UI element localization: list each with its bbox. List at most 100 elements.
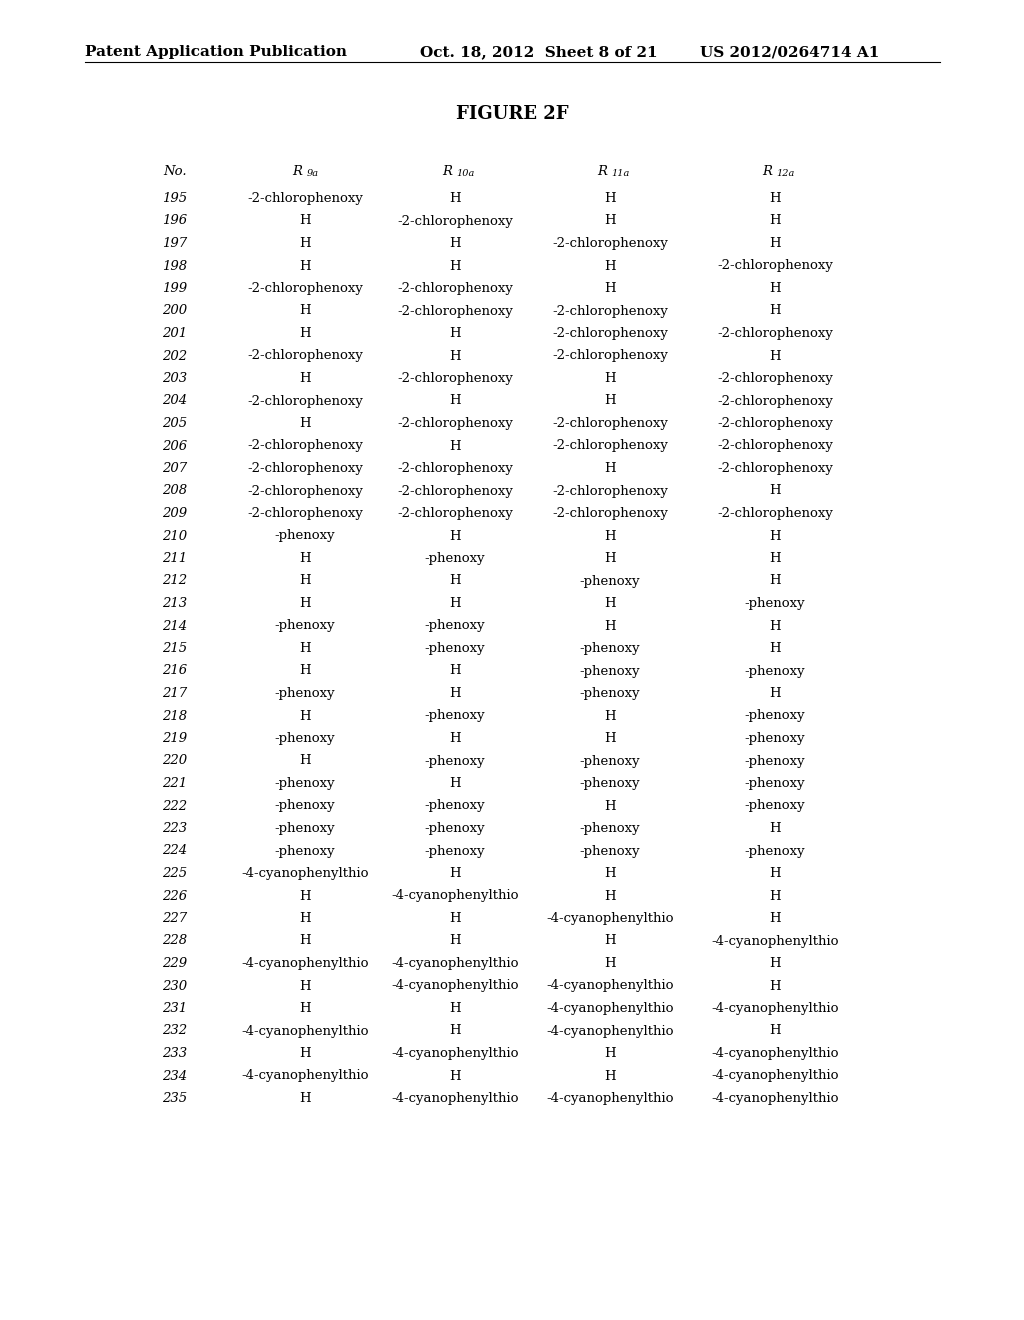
Text: -4-cyanophenylthio: -4-cyanophenylthio xyxy=(242,1069,369,1082)
Text: 10a: 10a xyxy=(456,169,474,178)
Text: -phenoxy: -phenoxy xyxy=(744,845,805,858)
Text: H: H xyxy=(769,484,781,498)
Text: -phenoxy: -phenoxy xyxy=(425,845,485,858)
Text: US 2012/0264714 A1: US 2012/0264714 A1 xyxy=(700,45,880,59)
Text: 228: 228 xyxy=(163,935,187,948)
Text: -4-cyanophenylthio: -4-cyanophenylthio xyxy=(546,1024,674,1038)
Text: -2-chlorophenoxy: -2-chlorophenoxy xyxy=(247,282,362,294)
Text: 215: 215 xyxy=(163,642,187,655)
Text: H: H xyxy=(299,372,311,385)
Text: H: H xyxy=(769,642,781,655)
Text: -2-chlorophenoxy: -2-chlorophenoxy xyxy=(552,327,668,341)
Text: -2-chlorophenoxy: -2-chlorophenoxy xyxy=(397,214,513,227)
Text: -2-chlorophenoxy: -2-chlorophenoxy xyxy=(397,282,513,294)
Text: H: H xyxy=(299,305,311,318)
Text: FIGURE 2F: FIGURE 2F xyxy=(456,106,568,123)
Text: -2-chlorophenoxy: -2-chlorophenoxy xyxy=(717,440,833,453)
Text: -2-chlorophenoxy: -2-chlorophenoxy xyxy=(247,462,362,475)
Text: H: H xyxy=(450,686,461,700)
Text: 234: 234 xyxy=(163,1069,187,1082)
Text: 224: 224 xyxy=(163,845,187,858)
Text: 232: 232 xyxy=(163,1024,187,1038)
Text: -phenoxy: -phenoxy xyxy=(580,845,640,858)
Text: 202: 202 xyxy=(163,350,187,363)
Text: 218: 218 xyxy=(163,710,187,722)
Text: -phenoxy: -phenoxy xyxy=(580,574,640,587)
Text: -4-cyanophenylthio: -4-cyanophenylthio xyxy=(546,1002,674,1015)
Text: -phenoxy: -phenoxy xyxy=(425,642,485,655)
Text: 195: 195 xyxy=(163,191,187,205)
Text: 235: 235 xyxy=(163,1092,187,1105)
Text: 211: 211 xyxy=(163,552,187,565)
Text: 223: 223 xyxy=(163,822,187,836)
Text: 198: 198 xyxy=(163,260,187,272)
Text: 208: 208 xyxy=(163,484,187,498)
Text: 225: 225 xyxy=(163,867,187,880)
Text: 221: 221 xyxy=(163,777,187,789)
Text: -phenoxy: -phenoxy xyxy=(274,777,335,789)
Text: 206: 206 xyxy=(163,440,187,453)
Text: H: H xyxy=(604,191,615,205)
Text: -phenoxy: -phenoxy xyxy=(744,777,805,789)
Text: Patent Application Publication: Patent Application Publication xyxy=(85,45,347,59)
Text: -phenoxy: -phenoxy xyxy=(274,619,335,632)
Text: H: H xyxy=(450,191,461,205)
Text: H: H xyxy=(299,417,311,430)
Text: H: H xyxy=(769,305,781,318)
Text: -phenoxy: -phenoxy xyxy=(744,733,805,744)
Text: 196: 196 xyxy=(163,214,187,227)
Text: 222: 222 xyxy=(163,800,187,813)
Text: H: H xyxy=(450,664,461,677)
Text: -phenoxy: -phenoxy xyxy=(425,800,485,813)
Text: -2-chlorophenoxy: -2-chlorophenoxy xyxy=(552,484,668,498)
Text: H: H xyxy=(769,1024,781,1038)
Text: -phenoxy: -phenoxy xyxy=(425,822,485,836)
Text: H: H xyxy=(450,867,461,880)
Text: -2-chlorophenoxy: -2-chlorophenoxy xyxy=(552,350,668,363)
Text: H: H xyxy=(604,935,615,948)
Text: -phenoxy: -phenoxy xyxy=(744,800,805,813)
Text: H: H xyxy=(604,1047,615,1060)
Text: 226: 226 xyxy=(163,890,187,903)
Text: H: H xyxy=(769,574,781,587)
Text: 219: 219 xyxy=(163,733,187,744)
Text: -2-chlorophenoxy: -2-chlorophenoxy xyxy=(717,260,833,272)
Text: H: H xyxy=(769,912,781,925)
Text: H: H xyxy=(604,597,615,610)
Text: -phenoxy: -phenoxy xyxy=(580,822,640,836)
Text: H: H xyxy=(769,979,781,993)
Text: -4-cyanophenylthio: -4-cyanophenylthio xyxy=(712,1002,839,1015)
Text: H: H xyxy=(604,260,615,272)
Text: H: H xyxy=(769,822,781,836)
Text: -phenoxy: -phenoxy xyxy=(580,777,640,789)
Text: 217: 217 xyxy=(163,686,187,700)
Text: -4-cyanophenylthio: -4-cyanophenylthio xyxy=(712,1092,839,1105)
Text: H: H xyxy=(604,890,615,903)
Text: -2-chlorophenoxy: -2-chlorophenoxy xyxy=(717,327,833,341)
Text: 205: 205 xyxy=(163,417,187,430)
Text: -4-cyanophenylthio: -4-cyanophenylthio xyxy=(391,979,519,993)
Text: -2-chlorophenoxy: -2-chlorophenoxy xyxy=(397,484,513,498)
Text: -2-chlorophenoxy: -2-chlorophenoxy xyxy=(397,507,513,520)
Text: 231: 231 xyxy=(163,1002,187,1015)
Text: H: H xyxy=(604,1069,615,1082)
Text: H: H xyxy=(604,529,615,543)
Text: No.: No. xyxy=(163,165,186,178)
Text: 220: 220 xyxy=(163,755,187,767)
Text: H: H xyxy=(450,597,461,610)
Text: H: H xyxy=(450,1024,461,1038)
Text: H: H xyxy=(769,686,781,700)
Text: H: H xyxy=(299,1092,311,1105)
Text: H: H xyxy=(769,350,781,363)
Text: -4-cyanophenylthio: -4-cyanophenylthio xyxy=(391,1092,519,1105)
Text: H: H xyxy=(299,552,311,565)
Text: -phenoxy: -phenoxy xyxy=(744,755,805,767)
Text: -2-chlorophenoxy: -2-chlorophenoxy xyxy=(552,238,668,249)
Text: 214: 214 xyxy=(163,619,187,632)
Text: -phenoxy: -phenoxy xyxy=(580,664,640,677)
Text: -phenoxy: -phenoxy xyxy=(580,686,640,700)
Text: H: H xyxy=(450,1069,461,1082)
Text: -2-chlorophenoxy: -2-chlorophenoxy xyxy=(717,372,833,385)
Text: H: H xyxy=(604,800,615,813)
Text: H: H xyxy=(604,733,615,744)
